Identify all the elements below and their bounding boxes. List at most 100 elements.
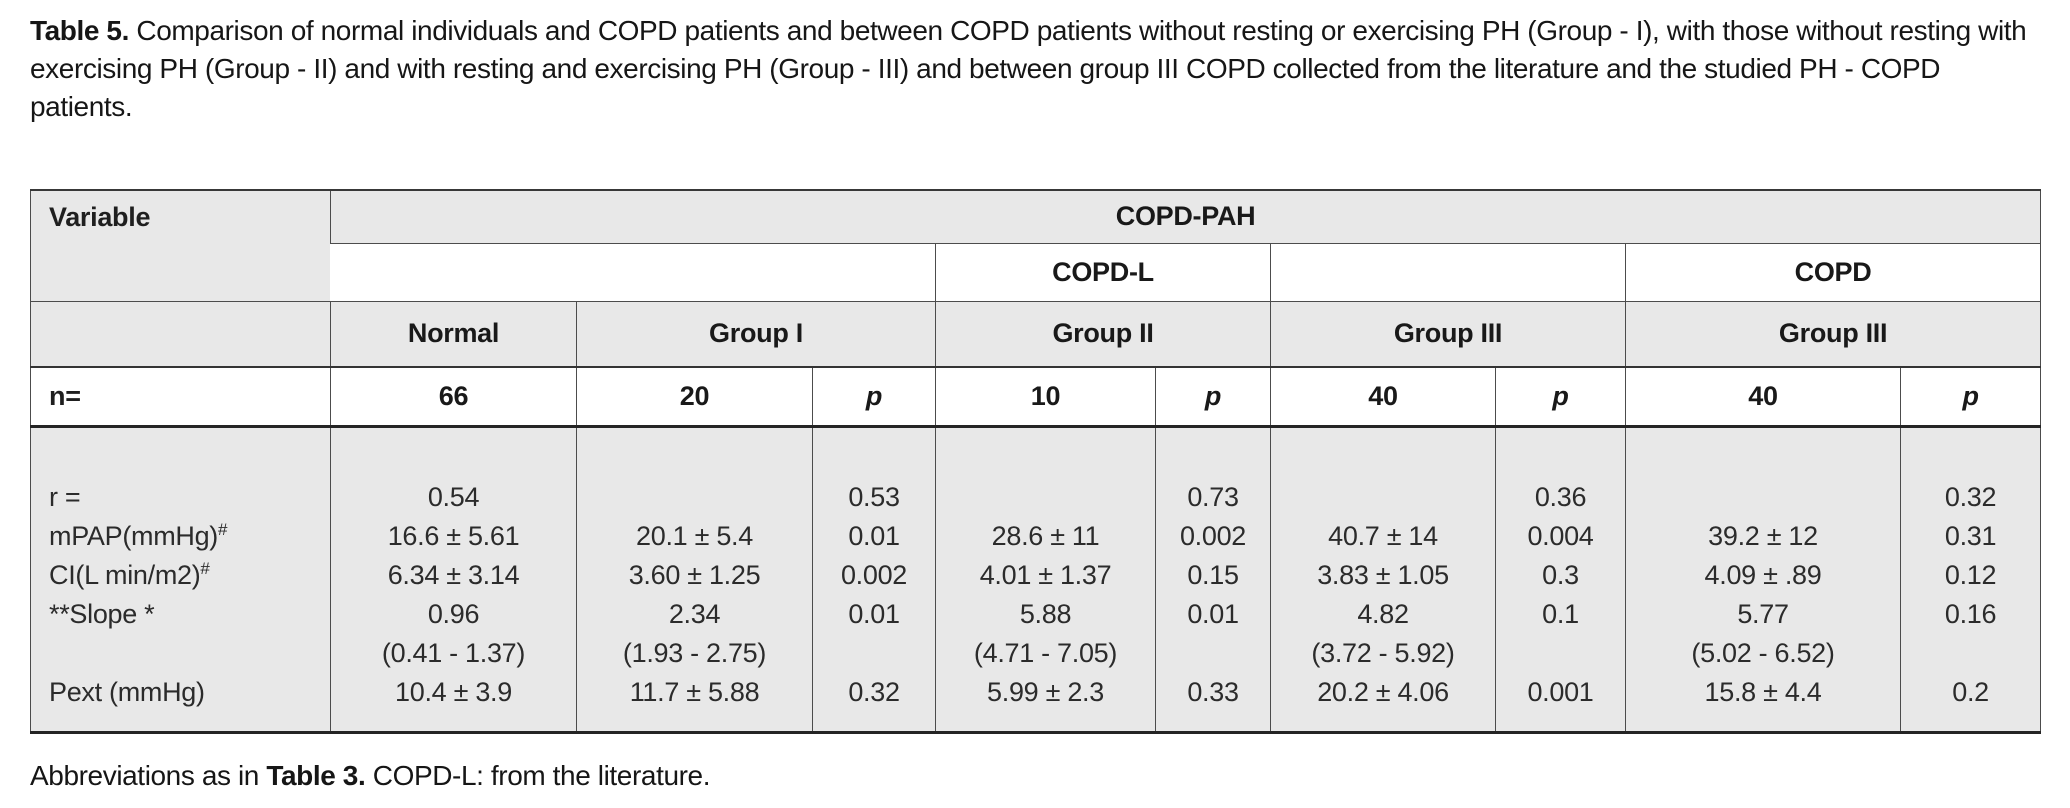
spacer-cell: [30, 426, 331, 478]
spacer-cell: [1899, 426, 2041, 478]
sub-header-copd-l: COPD-L: [935, 243, 1271, 302]
body-cell: 3.60 ± 1.25: [576, 556, 813, 595]
body-cell: 0.16: [1899, 595, 2041, 634]
body-cell: 16.6 ± 5.61: [330, 517, 577, 556]
body-cell: 20.2 ± 4.06: [1270, 673, 1496, 712]
variable-label: mPAP(mmHg)#: [30, 517, 331, 556]
spacer-cell: [1495, 712, 1626, 732]
p-column-header: p: [1899, 367, 2041, 428]
n-value-group-2: 10: [935, 367, 1156, 428]
corner-header-variable: Variable: [30, 190, 331, 302]
footnote-table-ref: Table 3.: [266, 760, 366, 791]
body-cell: 0.01: [1155, 595, 1271, 634]
footnote-suffix: COPD-L: from the literature.: [372, 760, 711, 791]
variable-label: r =: [30, 478, 331, 517]
body-cell: 0.004: [1495, 517, 1626, 556]
spacer-cell: [935, 712, 1156, 732]
table-body-row: mPAP(mmHg)# 16.6 ± 5.61 20.1 ± 5.4 0.01 28.6…: [30, 517, 2041, 556]
body-cell: 0.2: [1899, 673, 2041, 712]
footnote-marker: #: [200, 559, 210, 578]
body-cell: 0.32: [812, 673, 936, 712]
spacer-cell: [30, 712, 331, 732]
body-cell: 0.32: [1899, 478, 2041, 517]
spacer-cell: [935, 426, 1156, 478]
n-row-label: n=: [30, 367, 331, 428]
body-cell: 40.7 ± 14: [1270, 517, 1496, 556]
body-cell: (1.93 - 2.75): [576, 634, 813, 673]
variable-label: **Slope *: [30, 595, 331, 634]
body-bottom-spacer: [30, 712, 2041, 732]
body-cell: 4.09 ± .89: [1625, 556, 1901, 595]
group-header-normal: Normal: [330, 301, 577, 368]
spacer-cell: [330, 426, 577, 478]
body-cell: [1495, 634, 1626, 673]
spacer-cell: [1270, 712, 1496, 732]
variable-label: CI(L min/m2)#: [30, 556, 331, 595]
table-body-row: (0.41 - 1.37) (1.93 - 2.75) (4.71 - 7.05) (…: [30, 634, 2041, 673]
sub-header-blank-left: [330, 243, 936, 302]
body-cell: 6.34 ± 3.14: [330, 556, 577, 595]
body-cell: 5.77: [1625, 595, 1901, 634]
body-cell: 0.1: [1495, 595, 1626, 634]
spacer-cell: [1625, 712, 1901, 732]
body-cell: (0.41 - 1.37): [330, 634, 577, 673]
spacer-cell: [576, 426, 813, 478]
header-row-groups: Normal Group I Group II Group III Group …: [30, 301, 2041, 368]
table-body-row: r = 0.54 0.53 0.73 0.36 0.32: [30, 478, 2041, 517]
body-cell: 0.53: [812, 478, 936, 517]
body-cell: 0.54: [330, 478, 577, 517]
body-cell: 0.73: [1155, 478, 1271, 517]
spacer-cell: [1270, 426, 1496, 478]
body-cell: 15.8 ± 4.4: [1625, 673, 1901, 712]
body-cell: [1270, 478, 1496, 517]
body-cell: 0.31: [1899, 517, 2041, 556]
group-header-group-3: Group III: [1270, 301, 1626, 368]
variable-label: Pext (mmHg): [30, 673, 331, 712]
n-value-group-3: 40: [1270, 367, 1496, 428]
sub-header-blank-mid: [1270, 243, 1626, 302]
body-cell: [812, 634, 936, 673]
body-cell: 0.12: [1899, 556, 2041, 595]
body-cell: 0.33: [1155, 673, 1271, 712]
header-copd-pah: COPD-PAH: [329, 190, 2041, 244]
n-value-group-1: 20: [576, 367, 813, 428]
body-cell: 0.002: [812, 556, 936, 595]
body-cell: (5.02 - 6.52): [1625, 634, 1901, 673]
body-cell: 0.01: [812, 517, 936, 556]
group-header-group-1: Group I: [576, 301, 936, 368]
body-cell: 3.83 ± 1.05: [1270, 556, 1496, 595]
sample-size-row: n= 66 20 p 10 p 40 p 40 p: [30, 367, 2041, 428]
spacer-cell: [576, 712, 813, 732]
table-caption-number: Table 5.: [30, 15, 129, 46]
p-column-header: p: [1155, 367, 1271, 428]
body-cell: 0.96: [330, 595, 577, 634]
body-cell: 10.4 ± 3.9: [330, 673, 577, 712]
body-cell: [1625, 478, 1901, 517]
spacer-cell: [812, 712, 936, 732]
table-body-row: Pext (mmHg) 10.4 ± 3.9 11.7 ± 5.88 0.32 5.99…: [30, 673, 2041, 712]
body-cell: 39.2 ± 12: [1625, 517, 1901, 556]
body-cell: 0.36: [1495, 478, 1626, 517]
footnote-prefix: Abbreviations as in: [30, 760, 259, 791]
body-cell: 0.3: [1495, 556, 1626, 595]
group-header-group-2: Group II: [935, 301, 1271, 368]
p-column-header: p: [1495, 367, 1626, 428]
n-value-normal: 66: [330, 367, 577, 428]
table-caption-text: Comparison of normal individuals and COP…: [30, 15, 2027, 122]
spacer-cell: [812, 426, 936, 478]
body-cell: [576, 478, 813, 517]
p-column-header: p: [812, 367, 936, 428]
body-cell: [1899, 634, 2041, 673]
spacer-cell: [1495, 426, 1626, 478]
header-row-sub: COPD-L COPD: [31, 243, 2041, 302]
group-header-blank: [30, 301, 331, 368]
body-cell: 4.01 ± 1.37: [935, 556, 1156, 595]
body-top-spacer: [30, 426, 2041, 478]
body-cell: (3.72 - 5.92): [1270, 634, 1496, 673]
variable-label: [30, 634, 331, 673]
body-cell: (4.71 - 7.05): [935, 634, 1156, 673]
spacer-cell: [1899, 712, 2041, 732]
body-cell: 2.34: [576, 595, 813, 634]
spacer-cell: [1155, 712, 1271, 732]
body-cell: 5.99 ± 2.3: [935, 673, 1156, 712]
